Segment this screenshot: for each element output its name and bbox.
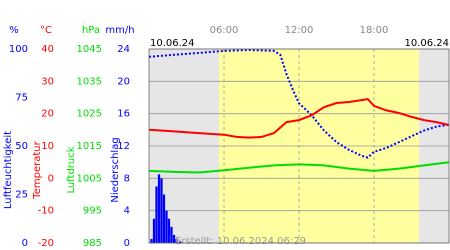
y-tick-label: 985 — [83, 238, 102, 249]
y-tick-label: 25 — [15, 190, 28, 201]
y-tick-label: 75 — [15, 93, 28, 104]
precip-bar — [155, 186, 158, 243]
y-tick-label: 8 — [124, 173, 130, 184]
y-tick-label: 20 — [117, 76, 130, 87]
y-tick-label: 10 — [41, 141, 54, 152]
y-tick-label: 995 — [83, 206, 102, 217]
y-tick-label: 40 — [41, 44, 54, 55]
precip-bar — [175, 238, 178, 243]
y-tick-label: 1035 — [77, 76, 102, 87]
plot-border — [148, 48, 450, 244]
date-left: 10.06.24 — [150, 38, 195, 49]
date-right: 10.06.24 — [404, 38, 449, 49]
y-tick-label: 100 — [9, 44, 28, 55]
precip-bar — [160, 178, 163, 243]
axis-name: Luftdruck — [66, 146, 77, 193]
precip-bar — [152, 218, 156, 243]
precip-bar — [150, 238, 153, 243]
y-tick-label: 4 — [124, 206, 130, 217]
y-tick-label: 20 — [41, 109, 54, 120]
y-tick-label: 0 — [124, 238, 130, 249]
footer: Erstellt: 10.06.2024 06:29 — [175, 236, 306, 247]
x-tick-label: 12:00 — [285, 25, 314, 36]
unit-label: % — [9, 25, 19, 36]
precip-bar — [157, 174, 161, 243]
humidity-line — [148, 48, 450, 159]
axis-name: Temperatur — [32, 140, 43, 199]
axis-name: Luftfeuchtigkeit — [3, 131, 14, 209]
y-tick-label: 0 — [22, 238, 28, 249]
y-tick-label: 50 — [15, 141, 28, 152]
series-line — [148, 98, 450, 139]
x-tick-label: 18:00 — [360, 25, 389, 36]
precip-bar — [167, 218, 171, 243]
precip-bar — [165, 210, 168, 243]
y-tick-label: -10 — [38, 206, 54, 217]
unit-label: hPa — [82, 25, 100, 36]
series-line — [148, 161, 450, 174]
unit-label: °C — [40, 25, 52, 36]
precip-bar — [162, 194, 166, 243]
y-tick-label: 24 — [117, 44, 130, 55]
y-tick-label: 1005 — [77, 173, 102, 184]
y-tick-label: 1015 — [77, 141, 102, 152]
y-tick-label: 30 — [41, 76, 54, 87]
precip-bar — [179, 241, 182, 243]
y-tick-label: 12 — [117, 141, 130, 152]
y-tick-label: 0 — [48, 173, 54, 184]
y-tick-label: 16 — [117, 109, 130, 120]
precip-bar — [172, 234, 176, 243]
axis-name: Niederschlag — [110, 137, 121, 202]
y-tick-label: 1025 — [77, 109, 102, 120]
y-tick-label: 1045 — [77, 44, 102, 55]
unit-label: mm/h — [105, 25, 134, 36]
y-tick-label: -20 — [38, 238, 54, 249]
x-tick-label: 06:00 — [210, 25, 239, 36]
precip-bar — [170, 226, 173, 243]
